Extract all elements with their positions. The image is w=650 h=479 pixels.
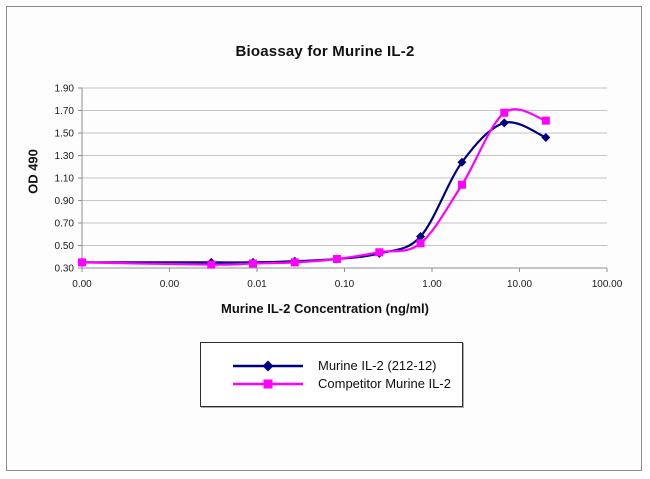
data-point-marker xyxy=(500,108,509,117)
x-tick-label: 0.00 xyxy=(160,279,180,290)
data-point-marker xyxy=(207,260,216,269)
x-axis-title: Murine IL-2 Concentration (ng/ml) xyxy=(221,301,429,316)
data-point-marker xyxy=(332,255,341,263)
x-tick-label: 0.01 xyxy=(247,279,267,290)
legend-marker-diamond-icon xyxy=(233,360,303,371)
y-tick-label: 1.70 xyxy=(55,106,75,117)
series-curve-0 xyxy=(82,121,547,264)
x-tick-label: 10.00 xyxy=(507,279,532,290)
x-tick-label: 0.00 xyxy=(72,279,92,290)
data-point-marker xyxy=(457,157,467,167)
legend-marker-shape xyxy=(263,379,273,388)
y-tick-label: 0.50 xyxy=(55,241,75,252)
legend-item-murine-il2: Murine IL-2 (212-12) xyxy=(231,358,462,373)
data-point-marker xyxy=(541,116,550,125)
legend-marker-square-icon xyxy=(233,379,303,388)
y-tick-label: 1.30 xyxy=(55,151,75,162)
y-tick-label: 0.30 xyxy=(55,264,75,275)
legend-label: Murine IL-2 (212-12) xyxy=(318,358,437,373)
legend: Murine IL-2 (212-12) Competitor Murine I… xyxy=(200,342,463,407)
legend-item-competitor: Competitor Murine IL-2 xyxy=(231,376,462,391)
y-tick-label: 1.50 xyxy=(55,129,75,140)
data-point-marker xyxy=(416,239,425,248)
legend-label: Competitor Murine IL-2 xyxy=(318,376,451,391)
chart-title: Bioassay for Murine IL-2 xyxy=(235,43,415,60)
data-point-marker xyxy=(375,248,384,257)
x-tick-label: 1.00 xyxy=(422,279,442,290)
data-point-marker xyxy=(457,180,466,189)
y-tick-label: 0.90 xyxy=(55,196,75,207)
y-tick-label: 0.70 xyxy=(55,219,75,230)
y-tick-label: 1.10 xyxy=(55,174,75,185)
x-tick-label: 0.10 xyxy=(335,279,355,290)
y-tick-label: 1.90 xyxy=(55,84,75,95)
data-point-marker xyxy=(248,259,257,268)
data-point-marker xyxy=(541,133,551,142)
data-point-marker xyxy=(290,258,299,267)
series-curve-1 xyxy=(81,108,547,266)
data-point-marker xyxy=(78,258,86,267)
legend-marker-shape xyxy=(262,360,274,371)
data-point-marker xyxy=(416,232,426,241)
x-tick-label: 100.00 xyxy=(592,279,623,290)
data-point-marker xyxy=(499,118,509,128)
